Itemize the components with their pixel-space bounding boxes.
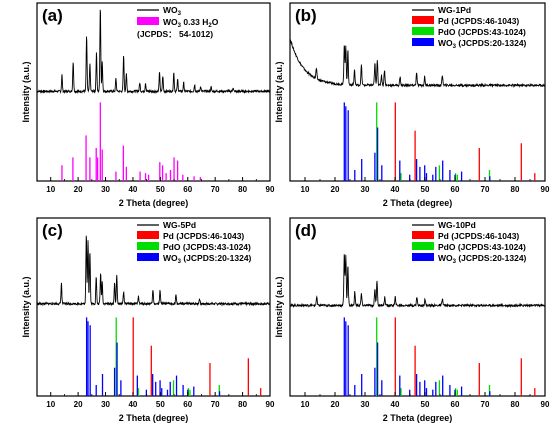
plot-frame: [36, 217, 271, 397]
x-tick-label: 80: [511, 400, 520, 409]
legend-color-swatch: [412, 38, 434, 46]
xrd-pattern-line: [289, 39, 546, 89]
xrd-panel-a: 10 20 30 40 50 60 70 80 90 2 Theta (degree) Intens…: [21, 2, 275, 208]
legend-entry: WO3 (JCPDS:20-1324): [438, 38, 527, 50]
x-tick-label: 40: [391, 185, 400, 194]
legend-entry: WG-10Pd: [438, 220, 476, 230]
x-axis-label: 2 Theta (degree): [119, 198, 189, 208]
x-tick-label: 40: [391, 400, 400, 409]
x-axis-label: 2 Theta (degree): [119, 413, 189, 423]
x-tick-label: 90: [541, 400, 550, 409]
x-tick-label: 50: [156, 185, 165, 194]
xrd-panel-b: 10 20 30 40 50 60 70 80 90 2 Theta (degree) Intens…: [274, 2, 550, 208]
x-tick-label: 50: [156, 400, 165, 409]
panel-label: (d): [295, 221, 317, 240]
panel-label: (a): [42, 6, 63, 25]
x-tick-label: 30: [101, 400, 110, 409]
x-tick-label: 70: [211, 400, 220, 409]
legend-color-swatch: [137, 253, 159, 261]
x-tick-label: 20: [331, 185, 340, 194]
x-tick-label: 70: [481, 400, 490, 409]
legend-entry: PdO (JCPDS:43-1024): [438, 242, 526, 252]
x-tick-label: 90: [541, 185, 550, 194]
x-tick-label: 90: [266, 185, 275, 194]
x-tick-label: 50: [421, 400, 430, 409]
y-axis-label: Intensity (a.u.): [21, 276, 31, 337]
x-tick-label: 80: [238, 400, 247, 409]
x-tick-label: 40: [128, 185, 137, 194]
x-tick-label: 80: [238, 185, 247, 194]
legend-entry: WO3: [163, 5, 182, 17]
x-tick-label: 60: [183, 400, 192, 409]
plot-frame: [289, 2, 546, 182]
y-axis-label: Intensity (a.u.): [274, 61, 284, 122]
x-tick-label: 10: [46, 400, 55, 409]
plot-frame: [289, 217, 546, 397]
legend-color-swatch: [412, 253, 434, 261]
x-tick-label: 80: [511, 185, 520, 194]
x-tick-label: 30: [361, 400, 370, 409]
x-tick-label: 10: [46, 185, 55, 194]
legend-entry: WG-5Pd: [163, 220, 196, 230]
x-tick-label: 50: [421, 185, 430, 194]
x-tick-label: 70: [211, 185, 220, 194]
legend-color-swatch: [137, 242, 159, 250]
x-tick-label: 60: [451, 185, 460, 194]
x-tick-label: 20: [331, 400, 340, 409]
plot-frame: [36, 2, 271, 182]
x-tick-label: 30: [361, 185, 370, 194]
legend-entry: Pd (JCPDS:46-1043): [163, 231, 244, 241]
x-tick-label: 70: [481, 185, 490, 194]
x-tick-label: 60: [451, 400, 460, 409]
x-tick-label: 10: [301, 400, 310, 409]
x-axis-label: 2 Theta (degree): [383, 413, 453, 423]
xrd-panel-c: 10 20 30 40 50 60 70 80 90 2 Theta (degree) Intens…: [21, 217, 275, 423]
xrd-pattern-line: [289, 254, 546, 309]
x-tick-label: 30: [101, 185, 110, 194]
legend-color-swatch: [412, 27, 434, 35]
x-tick-label: 20: [74, 400, 83, 409]
legend-entry: WO3 (JCPDS:20-1324): [163, 253, 252, 265]
panel-label: (c): [42, 221, 63, 240]
x-axis-label: 2 Theta (degree): [383, 198, 453, 208]
x-tick-label: 40: [128, 400, 137, 409]
x-tick-label: 60: [183, 185, 192, 194]
legend-entry: PdO (JCPDS:43-1024): [438, 27, 526, 37]
legend-entry: WO3 (JCPDS:20-1324): [438, 253, 527, 265]
legend-entry: WG-1Pd: [438, 5, 471, 15]
xrd-panel-d: 10 20 30 40 50 60 70 80 90 2 Theta (degree) Intens…: [274, 217, 550, 423]
legend-entry: Pd (JCPDS:46-1043): [438, 16, 519, 26]
legend-color-swatch: [412, 242, 434, 250]
x-tick-label: 20: [74, 185, 83, 194]
xrd-pattern-line: [36, 235, 271, 307]
legend-entry: WO3 0.33 H2O: [163, 17, 219, 29]
x-tick-label: 90: [266, 400, 275, 409]
legend-color-swatch: [412, 16, 434, 24]
legend-entry: (JCPDS： 54-1012): [137, 29, 213, 39]
x-tick-label: 10: [301, 185, 310, 194]
xrd-pattern-line: [36, 9, 271, 95]
legend-color-swatch: [412, 231, 434, 239]
y-axis-label: Intensity (a.u.): [21, 61, 31, 122]
y-axis-label: Intensity (a.u.): [274, 276, 284, 337]
legend-color-swatch: [137, 17, 159, 25]
legend-entry: Pd (JCPDS:46-1043): [438, 231, 519, 241]
legend-color-swatch: [137, 231, 159, 239]
legend-entry: PdO (JCPDS:43-1024): [163, 242, 251, 252]
panel-label: (b): [295, 6, 317, 25]
